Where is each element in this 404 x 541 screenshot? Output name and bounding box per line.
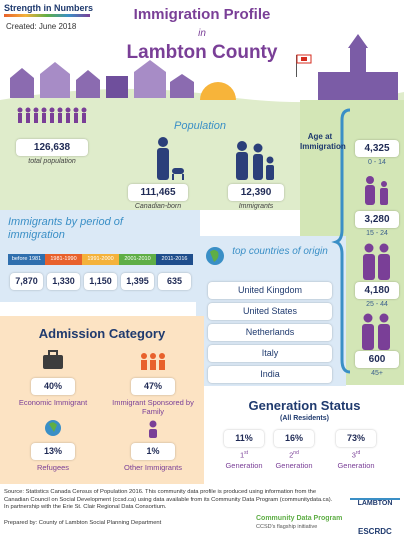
created-date: Created: June 2018	[6, 22, 77, 31]
country: United Kingdom	[208, 282, 332, 299]
admission-label: Immigrant Sponsored by Family	[112, 398, 194, 416]
total-label: total population	[28, 158, 76, 165]
immigrants-icon	[236, 141, 274, 180]
immigrants-value: 12,390	[228, 184, 284, 201]
period-value: 1,150	[84, 273, 117, 290]
period-label: 1981-1990	[45, 254, 82, 265]
other-icon	[149, 420, 157, 438]
footer-source: Source: Statistics Canada Census of Popu…	[4, 489, 333, 510]
period-label: 2011-2016	[156, 254, 193, 265]
period-label: 1991-2000	[82, 254, 119, 265]
generation-suffix: nd	[293, 450, 299, 456]
consortium-logo: ESCRDC	[358, 527, 392, 536]
place-name: Lambton County	[126, 42, 278, 63]
age-label: 25 - 44	[366, 301, 388, 308]
generation-label: Generation	[275, 461, 313, 470]
canadian-born-icon	[157, 137, 184, 180]
generation-ordinal: 3	[351, 450, 356, 460]
age-heading: Age at Immigration	[300, 132, 346, 151]
canadian-born-value: 111,465	[128, 184, 188, 201]
county-logo: LAMBTON	[350, 498, 400, 507]
generation-value: 73%	[336, 430, 376, 447]
age-label: 45+	[371, 370, 383, 377]
generation-ordinal-line: 2nd	[269, 450, 319, 460]
generation-ordinal: 1	[239, 450, 245, 460]
age-value: 3,280	[355, 211, 399, 228]
admission-value: 47%	[131, 378, 175, 395]
logo-bar	[4, 14, 90, 17]
period-value: 7,870	[10, 273, 43, 290]
country: Netherlands	[208, 324, 332, 341]
countries-heading: top countries of origin	[232, 246, 328, 257]
immigrants-label: Immigrants	[238, 203, 274, 210]
generation-subheading: (All Residents)	[279, 415, 329, 422]
cdp-logo: Community Data Program	[256, 515, 343, 522]
generation-label: Generation	[225, 461, 263, 470]
admission-value: 1%	[131, 443, 175, 460]
total-value: 126,638	[16, 139, 88, 156]
country: India	[208, 366, 332, 383]
population-heading: Population	[174, 120, 226, 132]
age-label: 15 - 24	[366, 230, 388, 237]
period-value: 635	[158, 273, 191, 290]
admission-label: Economic Immigrant	[18, 398, 88, 407]
generation-value: 11%	[224, 430, 264, 447]
flag	[296, 54, 312, 77]
logo-text: Strength in Numbers	[4, 3, 94, 13]
generation-ordinal: 2	[289, 450, 294, 460]
houses	[10, 60, 194, 98]
title-connector: in	[198, 28, 206, 39]
canadian-born-label: Canadian-born	[134, 203, 182, 210]
age-value: 4,325	[355, 140, 399, 157]
admission-value: 13%	[31, 443, 75, 460]
refugee-globe-icon	[45, 420, 61, 436]
generation-value: 16%	[274, 430, 314, 447]
period-label: 2001-2010	[119, 254, 156, 265]
age-value: 4,180	[355, 282, 399, 299]
admission-label: Other Immigrants	[124, 463, 182, 472]
cdp-tagline: CCSD's flagship initiative	[256, 524, 318, 530]
generation-ordinal-line: 3rd	[331, 450, 381, 460]
country: Italy	[208, 345, 332, 362]
period-value: 1,330	[47, 273, 80, 290]
period-heading: Immigrants by period of immigration	[8, 216, 123, 241]
age-bracket	[331, 108, 351, 374]
admission-heading: Admission Category	[38, 326, 166, 341]
age-value: 600	[355, 351, 399, 368]
admission-label: Refugees	[36, 463, 70, 472]
admission-value: 40%	[31, 378, 75, 395]
generation-suffix: rd	[355, 450, 361, 456]
globe-icon	[206, 247, 224, 265]
horizon	[190, 100, 250, 120]
family-icon	[141, 353, 165, 370]
people-row	[17, 107, 87, 123]
title: Immigration Profile	[133, 6, 271, 23]
age-label: 0 - 14	[368, 159, 386, 166]
parliament	[318, 34, 398, 100]
generation-label: Generation	[337, 461, 375, 470]
generation-ordinal-line: 1st	[219, 450, 269, 460]
age-figures	[362, 176, 390, 350]
footer-prepared: Prepared by: County of Lambton Social Pl…	[4, 520, 162, 526]
country: United States	[208, 303, 332, 320]
generation-suffix: st	[244, 450, 249, 456]
period-label: before 1981	[8, 254, 45, 265]
generation-heading: Generation Status	[248, 398, 361, 413]
briefcase-icon	[43, 350, 63, 369]
period-value: 1,395	[121, 273, 154, 290]
